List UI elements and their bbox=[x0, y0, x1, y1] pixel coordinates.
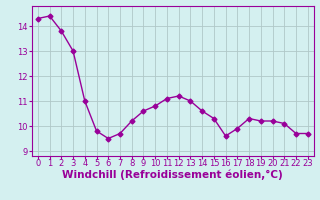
X-axis label: Windchill (Refroidissement éolien,°C): Windchill (Refroidissement éolien,°C) bbox=[62, 169, 283, 180]
